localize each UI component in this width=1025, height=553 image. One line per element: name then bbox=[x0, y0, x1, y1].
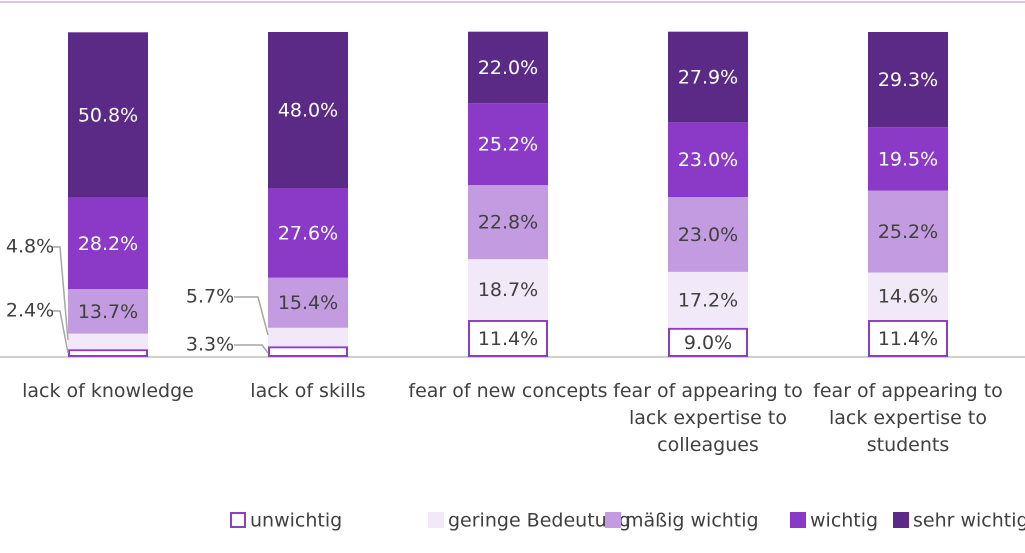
data-label: 27.6% bbox=[278, 222, 338, 244]
bar-segment bbox=[868, 32, 948, 128]
data-label: 15.4% bbox=[278, 292, 338, 314]
data-label: 9.0% bbox=[684, 332, 732, 354]
legend-swatch bbox=[230, 512, 246, 528]
data-label: 17.2% bbox=[678, 289, 738, 311]
legend-swatch bbox=[893, 512, 909, 528]
data-label: 48.0% bbox=[278, 100, 338, 122]
bar-segment bbox=[468, 103, 548, 186]
data-label: 18.7% bbox=[478, 279, 538, 301]
bar-segment bbox=[268, 32, 348, 188]
category-label: lack of knowledge bbox=[22, 380, 194, 402]
leader-line bbox=[234, 296, 269, 336]
data-label: 3.3% bbox=[186, 334, 234, 356]
category-label: fear of appearing to lack expertise to c… bbox=[613, 380, 803, 456]
legend-swatch bbox=[605, 512, 621, 528]
bar-segment bbox=[468, 185, 548, 260]
bar-segment bbox=[668, 197, 748, 272]
legend-swatch bbox=[428, 512, 444, 528]
data-label: 28.2% bbox=[78, 233, 138, 255]
data-label: 19.5% bbox=[878, 148, 938, 170]
bar-segment bbox=[868, 319, 948, 358]
leader-line bbox=[52, 246, 69, 341]
legend-label: sehr wichtig bbox=[913, 510, 1025, 532]
bar-segment bbox=[268, 346, 348, 357]
data-label: 11.4% bbox=[478, 328, 538, 350]
data-label: 23.0% bbox=[678, 149, 738, 171]
bar-segment bbox=[68, 197, 148, 290]
data-label: 50.8% bbox=[78, 104, 138, 126]
bar-segment bbox=[468, 319, 548, 358]
legend-label: geringe Bedeutung bbox=[448, 510, 631, 532]
bar-segment bbox=[868, 190, 948, 273]
data-label: 25.2% bbox=[478, 134, 538, 156]
data-label: 11.4% bbox=[878, 328, 938, 350]
bar-segment bbox=[268, 327, 348, 347]
bar-segment bbox=[868, 127, 948, 191]
data-label: 2.4% bbox=[6, 300, 54, 322]
bar-segment bbox=[668, 327, 748, 357]
bar-segment bbox=[68, 349, 148, 358]
data-label: 14.6% bbox=[878, 286, 938, 308]
data-label: 4.8% bbox=[6, 236, 54, 258]
category-label: fear of new concepts bbox=[408, 380, 608, 402]
data-label: 27.9% bbox=[678, 67, 738, 89]
bar-segment bbox=[68, 32, 148, 198]
bar-segment bbox=[268, 188, 348, 278]
bar-segment bbox=[268, 277, 348, 328]
bar-segment bbox=[468, 259, 548, 320]
data-label: 22.0% bbox=[478, 57, 538, 79]
data-label: 13.7% bbox=[78, 301, 138, 323]
bar-segment bbox=[668, 31, 748, 123]
bar-segment bbox=[668, 122, 748, 198]
bar-segment bbox=[468, 31, 548, 104]
data-label: 25.2% bbox=[878, 221, 938, 243]
legend-label: wichtig bbox=[810, 510, 878, 532]
leader-line bbox=[234, 344, 269, 354]
data-label: 5.7% bbox=[186, 286, 234, 308]
category-label: fear of appearing to lack expertise to s… bbox=[813, 380, 1003, 456]
data-label: 29.3% bbox=[878, 69, 938, 91]
legend-label: unwichtig bbox=[250, 510, 342, 532]
bar-segment bbox=[668, 271, 748, 328]
data-label: 23.0% bbox=[678, 224, 738, 246]
category-label: lack of skills bbox=[250, 380, 366, 402]
legend-label: mäßig wichtig bbox=[625, 510, 759, 532]
bar-segment bbox=[68, 333, 148, 350]
bar-segment bbox=[868, 272, 948, 320]
leader-line bbox=[52, 310, 69, 354]
bar-segment bbox=[68, 289, 148, 334]
legend-swatch bbox=[790, 512, 806, 528]
data-label: 22.8% bbox=[478, 212, 538, 234]
